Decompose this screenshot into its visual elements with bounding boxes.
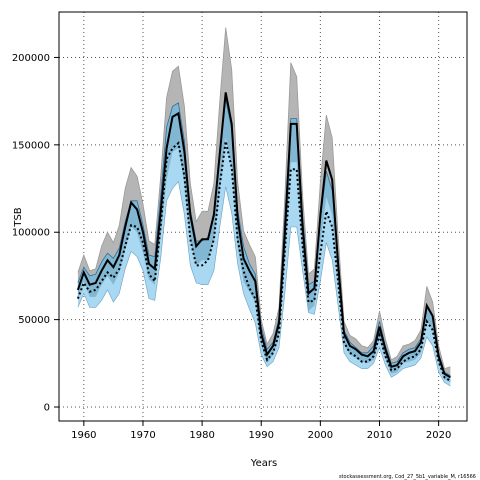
- y-tick-label: 100000: [12, 228, 50, 239]
- band-overlap: [77, 99, 451, 383]
- x-axis: 1960 1970 1980 1990 2000 2010 2020: [71, 421, 451, 441]
- caption: stockassessment.org, Cod_27_5b1_variable…: [339, 474, 476, 480]
- y-tick-label: 150000: [12, 140, 50, 151]
- lines: [76, 27, 451, 387]
- blue-upper-line: [77, 99, 451, 376]
- blue-estimate-dotted-line: [76, 141, 451, 382]
- x-tick-label: 2000: [308, 430, 333, 441]
- x-tick-label: 1970: [130, 430, 155, 441]
- x-tick-label: 1980: [189, 430, 214, 441]
- x-tick-label: 1960: [71, 430, 96, 441]
- x-axis-label: Years: [250, 458, 277, 469]
- blue-confidence-band: [77, 99, 451, 387]
- x-tick-label: 2020: [426, 430, 451, 441]
- y-axis-label: TSB: [13, 207, 24, 227]
- y-axis: 0 50000 100000 150000 200000: [12, 53, 59, 414]
- bands: [77, 27, 451, 387]
- y-tick-label: 0: [44, 403, 50, 414]
- x-tick-label: 2010: [367, 430, 392, 441]
- grey-estimate-line: [76, 92, 451, 379]
- grey-upper-line: [77, 27, 451, 370]
- plot-frame: [58, 11, 468, 422]
- y-tick-label: 50000: [18, 315, 50, 326]
- blue-lower-line: [77, 180, 451, 387]
- x-tick-label: 1990: [248, 430, 273, 441]
- y-tick-label: 200000: [12, 53, 50, 64]
